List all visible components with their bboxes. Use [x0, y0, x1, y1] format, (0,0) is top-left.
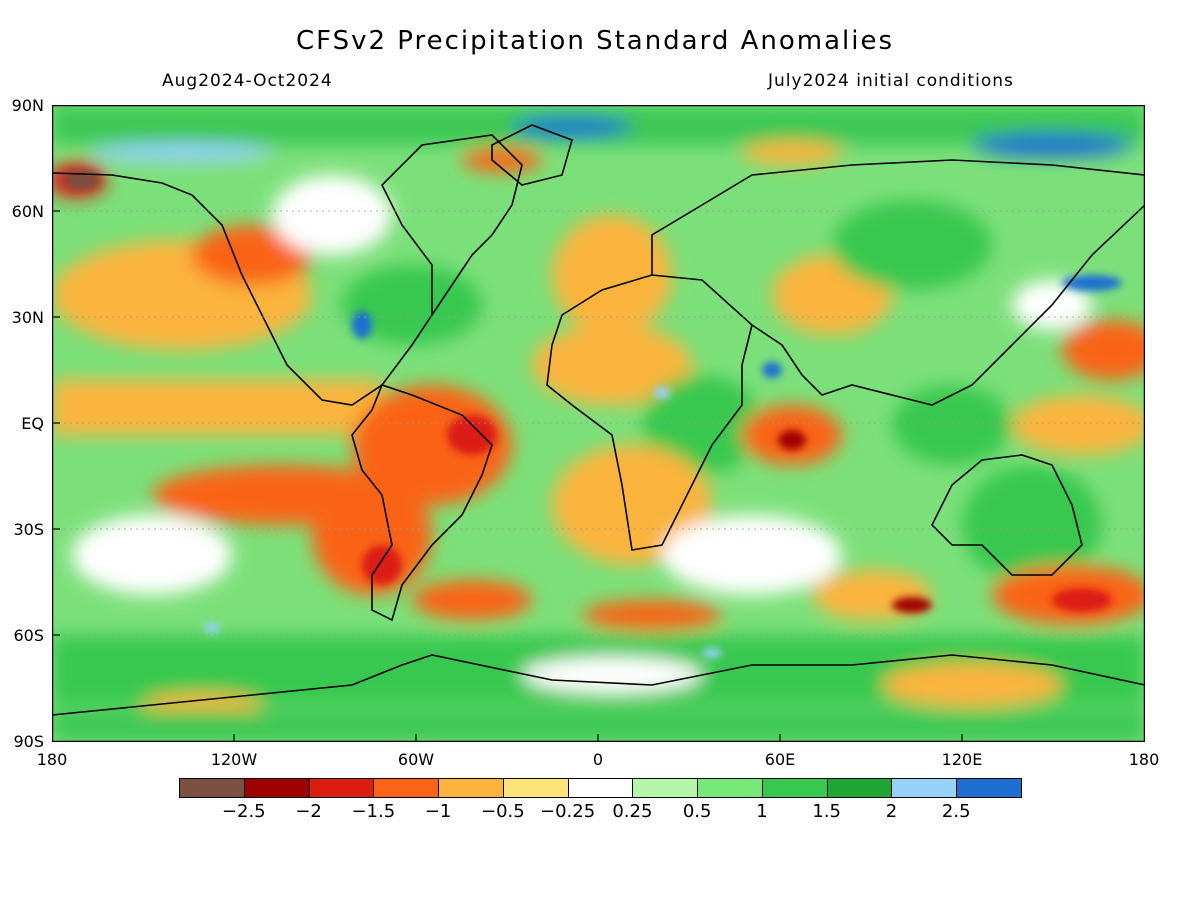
colorbar-swatch	[632, 778, 699, 798]
lon-label-0: 0	[592, 750, 604, 769]
colorbar-swatch	[761, 778, 828, 798]
colorbar-label: 0.5	[682, 801, 712, 822]
colorbar-label: 1.5	[812, 801, 842, 822]
lon-label-180w: 180	[36, 750, 68, 769]
colorbar-swatch	[697, 778, 763, 798]
colorbar-swatch	[179, 778, 245, 798]
colorbar-label: 0.25	[612, 801, 653, 822]
lat-label-30s: 30S	[13, 520, 44, 539]
lat-label-60s: 60S	[13, 626, 44, 645]
anomaly-details	[64, 170, 1122, 658]
axis-ticks	[52, 210, 963, 742]
lat-label-90s: 90S	[13, 732, 44, 751]
lat-label-30n: 30N	[11, 308, 44, 327]
colorbar	[179, 778, 1022, 800]
colorbar-label: −0.5	[480, 801, 525, 822]
colorbar-swatch	[373, 778, 440, 798]
colorbar-swatch	[956, 778, 1022, 798]
initial-conditions: July2024 initial conditions	[768, 71, 1014, 91]
lat-label-60n: 60N	[11, 202, 44, 221]
colorbar-swatch	[826, 778, 893, 798]
colorbar-label: 2	[885, 801, 898, 822]
forecast-period: Aug2024-Oct2024	[162, 71, 333, 91]
coastlines	[52, 124, 1145, 716]
colorbar-swatch	[567, 778, 634, 798]
anomaly-field	[52, 105, 1145, 742]
map-canvas	[52, 105, 1145, 742]
lon-label-60w: 60W	[397, 750, 435, 769]
colorbar-label: 2.5	[941, 801, 971, 822]
lon-label-60e: 60E	[764, 750, 796, 769]
colorbar-swatch	[502, 778, 569, 798]
colorbar-label: −2	[295, 801, 322, 822]
lat-label-eq: EQ	[21, 414, 44, 433]
colorbar-label: −0.25	[540, 801, 596, 822]
colorbar-label: −1.5	[351, 801, 396, 822]
graticule	[52, 210, 1145, 636]
lat-label-90n: 90N	[11, 96, 44, 115]
anomaly-map	[52, 105, 1145, 742]
colorbar-label: −1	[424, 801, 452, 822]
colorbar-swatch	[438, 778, 504, 798]
colorbar-swatch	[308, 778, 375, 798]
colorbar-swatch	[243, 778, 310, 798]
chart-title: CFSv2 Precipitation Standard Anomalies	[295, 26, 895, 56]
lon-label-120e: 120E	[941, 750, 983, 769]
lon-label-120w: 120W	[210, 750, 258, 769]
colorbar-swatch	[891, 778, 958, 798]
colorbar-label: 1	[756, 801, 768, 822]
lon-label-180e: 180	[1128, 750, 1160, 769]
colorbar-label: −2.5	[221, 801, 266, 822]
